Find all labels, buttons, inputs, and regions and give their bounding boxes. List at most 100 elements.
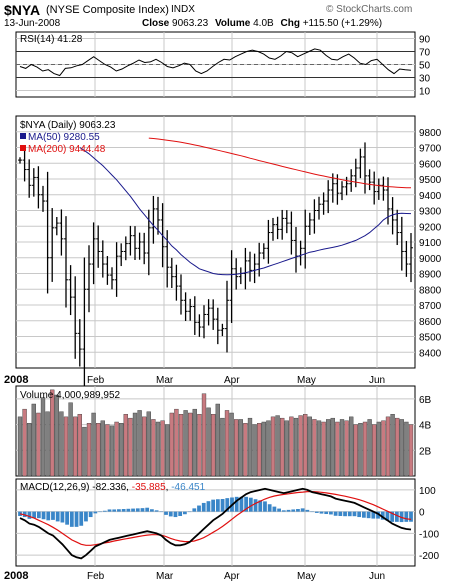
macd-tick-label: -100 [419,529,439,540]
volume-tick-label: 6B [419,395,432,406]
volume-bar [40,397,46,477]
ma50-legend: MA(50) 9280.55 [28,132,100,143]
macd-x-label: 2008 [4,570,28,582]
macd-histogram-bar [329,511,333,515]
volume-bar [183,410,188,477]
macd-histogram-bar [343,511,347,517]
macd-histogram-bar [380,511,385,520]
volume-bar [330,417,335,477]
macd-histogram-bar [211,499,216,512]
macd-label-part: -82.336, [92,482,131,493]
rsi-tick-label: 50 [419,61,431,72]
macd-histogram-bar [215,499,220,512]
price-tick-label: 9000 [419,254,442,265]
macd-histogram-bar [121,509,126,512]
rsi-tick-label: 10 [419,87,431,98]
volume-bar [73,416,78,477]
macd-histogram-bar [244,496,249,512]
ma200-legend-swatch [20,145,26,151]
volume-bar [261,421,266,477]
macd-histogram-bar [253,499,258,512]
price-tick-label: 9500 [419,175,442,186]
volume-bar [257,423,262,477]
ma50-line [79,147,412,276]
volume-bar [100,420,105,477]
volume-bar [50,389,55,477]
volume-tick-label: 2B [419,446,432,457]
volume-bar [229,412,234,477]
macd-histogram-bar [32,511,37,519]
macd-label-part: -35.885 [132,482,166,493]
index-name: (NYSE Composite Index) [46,4,169,16]
price-tick-label: 8800 [419,285,442,296]
symbol-title: $NYA [4,2,41,18]
volume-bar [358,423,363,477]
price-tick-label: 9300 [419,207,442,218]
volume-bar [27,423,32,477]
price-x-label: Mar [156,375,174,386]
volume-bar [165,424,170,477]
volume-bar [22,408,27,477]
volume-bar [192,408,197,477]
quote-date: 13-Jun-2008 [4,18,61,29]
macd-line [19,487,412,560]
close-value: 9063.23 [172,18,209,29]
macd-histogram-bar [168,511,173,517]
macd-histogram-bar [135,508,140,512]
volume-bar [280,417,285,477]
volume-bar [137,410,142,477]
volume-bar [109,425,115,477]
macd-histogram-bar [376,511,380,519]
price-tick-label: 8900 [419,270,442,281]
volume-bar [68,402,73,477]
macd-histogram-bar [93,511,98,514]
volume-bar [155,421,161,477]
volume-bar [151,419,156,477]
chg-value: +115.50 (+1.29%) [302,18,383,29]
macd-histogram-bar [27,511,32,519]
volume-bar [17,416,23,477]
macd-histogram-bar [239,496,244,512]
volume-bar [234,419,239,477]
price-tick-label: 8600 [419,317,442,328]
price-x-label: May [297,375,316,386]
macd-histogram-bar [225,498,230,512]
macd-histogram-bar [300,508,305,512]
macd-histogram-bar [140,508,145,512]
volume-bar [399,419,404,477]
macd-tick-label: 100 [419,486,436,497]
volume-bar [404,421,409,477]
macd-histogram-bar [291,509,296,512]
volume-bar [215,403,220,477]
macd-histogram-bar [131,508,135,512]
macd-histogram-bar [362,511,366,518]
macd-histogram-bar [357,511,362,518]
volume-bar [206,407,211,477]
macd-label-part: MACD(12,26,9) [20,482,92,493]
macd-histogram-bar [352,511,357,517]
volume-bar [201,393,207,477]
volume-bar [36,412,41,477]
volume-bar [385,416,391,477]
macd-histogram-bar [234,496,239,512]
volume-bar [298,415,303,477]
volume-bar [266,420,271,477]
volume-label: Volume [214,18,251,29]
macd-x-label: Apr [224,571,240,582]
volume-bar [335,421,340,477]
macd-x-label: Feb [87,571,105,582]
macd-histogram-bar [126,508,131,512]
macd-histogram-bar [206,501,211,512]
volume-bar [243,423,248,477]
volume-tick-label: 4B [419,421,432,432]
macd-histogram-bar [150,509,154,512]
macd-histogram-bar [112,509,117,512]
close-label: Close [142,18,170,29]
volume-bar [238,419,243,477]
macd-histogram-bar [74,511,79,527]
volume-bar [395,417,400,477]
price-x-label: Feb [87,375,105,386]
volume-bar [86,423,92,477]
volume-bar [82,426,87,477]
